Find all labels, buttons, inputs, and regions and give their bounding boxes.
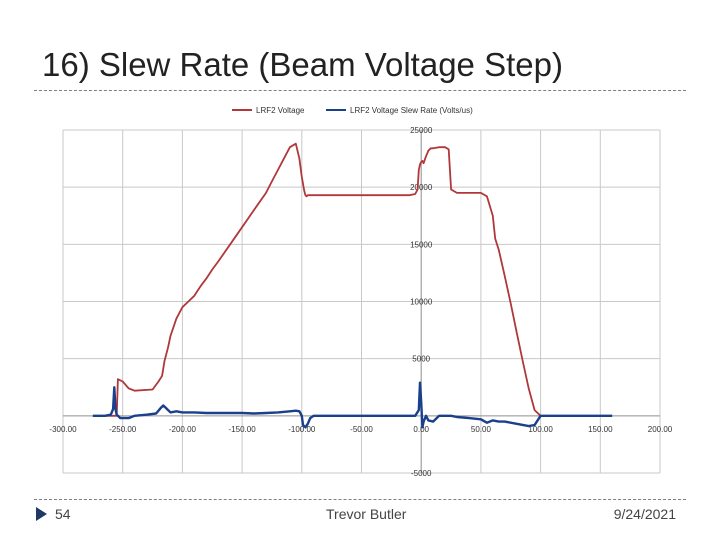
- x-tick-label: -250.00: [109, 425, 137, 434]
- title-divider: [34, 90, 686, 91]
- series-line-slew-rate: [92, 381, 613, 429]
- series-line-voltage: [104, 142, 542, 417]
- page-number: 54: [55, 506, 71, 522]
- footer-date: 9/24/2021: [613, 506, 676, 522]
- bullet-arrow-icon: [36, 507, 47, 521]
- y-tick-label: 10000: [410, 298, 433, 307]
- y-tick-label: 20000: [410, 183, 433, 192]
- slide-title: 16) Slew Rate (Beam Voltage Step): [42, 46, 563, 83]
- x-tick-label: 100.00: [528, 425, 553, 434]
- y-tick-label: 5000: [412, 355, 430, 364]
- chart-gridlines: [62, 129, 661, 474]
- x-tick-label: -200.00: [169, 425, 197, 434]
- y-tick-label: 25000: [410, 126, 433, 135]
- x-tick-label: -300.00: [49, 425, 77, 434]
- y-tick-label: -5000: [411, 469, 432, 478]
- chart-tick-labels: -300.00 -250.00 -200.00 -150.00 -100.00 -50.0…: [49, 126, 672, 478]
- x-tick-label: -150.00: [229, 425, 257, 434]
- chart-series: [92, 142, 613, 429]
- legend-label-slew-rate: LRF2 Voltage Slew Rate (Volts/us): [350, 106, 473, 115]
- legend-label-voltage: LRF2 Voltage: [256, 106, 305, 115]
- footer-divider: [34, 499, 686, 500]
- x-tick-label: 0.00: [413, 425, 429, 434]
- x-tick-label: 50.00: [471, 425, 492, 434]
- x-tick-label: 150.00: [588, 425, 613, 434]
- y-tick-label: 15000: [410, 240, 433, 249]
- footer-author: Trevor Butler: [326, 506, 407, 522]
- x-tick-label: -50.00: [350, 425, 373, 434]
- x-tick-label: 200.00: [648, 425, 673, 434]
- x-tick-label: -100.00: [288, 425, 316, 434]
- chart-legend: LRF2 Voltage LRF2 Voltage Slew Rate (Volt…: [232, 106, 473, 115]
